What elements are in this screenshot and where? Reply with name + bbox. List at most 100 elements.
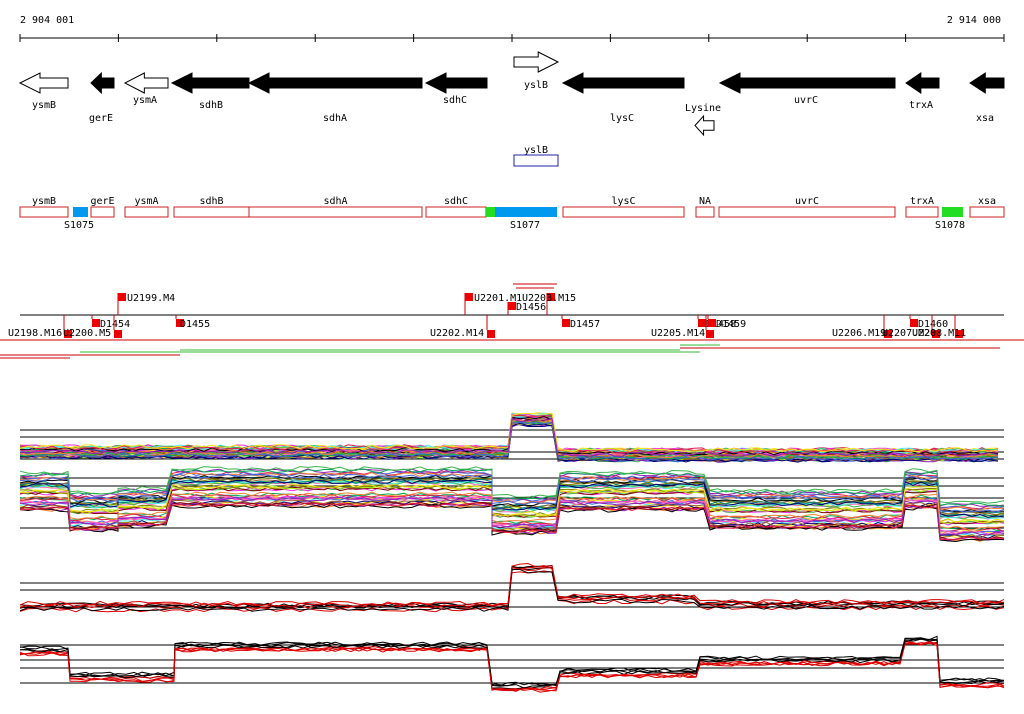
- feature-label: U2201.M1: [474, 293, 522, 304]
- feature-flag: [708, 319, 716, 327]
- feature-flag: [698, 319, 706, 327]
- segment-label: S1078: [935, 220, 965, 231]
- trace: [19, 493, 1005, 533]
- feature-flag: [562, 319, 570, 327]
- gene-arrow: [694, 114, 715, 137]
- trace: [19, 562, 1005, 606]
- transcript-label: sdhC: [444, 196, 468, 207]
- trace: [19, 503, 1005, 543]
- transcript-label: ysmB: [32, 196, 56, 207]
- feature-flag: [118, 293, 126, 301]
- second-box: [513, 154, 559, 167]
- feature-flag: [884, 330, 892, 338]
- transcript-label: sdhA: [323, 196, 347, 207]
- gene-arrow: [969, 72, 1005, 94]
- trace: [19, 478, 1005, 518]
- gene-label: Lysine: [685, 103, 721, 114]
- transcript-box: [905, 206, 939, 218]
- transcript-label: xsa: [978, 196, 996, 207]
- feature-flag: [508, 302, 516, 310]
- gene-label: uvrC: [794, 95, 818, 106]
- second-label: yslB: [524, 145, 548, 156]
- feature-flag: [92, 319, 100, 327]
- segment-fill: [73, 207, 88, 217]
- feature-flag: [932, 330, 940, 338]
- trace: [19, 642, 1004, 693]
- ruler-start: 2 904 001: [20, 15, 74, 26]
- trace: [19, 502, 1005, 541]
- trace: [19, 468, 1005, 507]
- trace: [19, 638, 1005, 687]
- transcript-label: lysC: [611, 196, 635, 207]
- trace: [19, 465, 1005, 504]
- transcript-box: [969, 206, 1005, 218]
- trace: [19, 641, 1005, 692]
- trace: [19, 477, 1005, 516]
- segment-label: S1077: [510, 220, 540, 231]
- feature-label: U2208.M11: [912, 328, 966, 339]
- trace: [19, 637, 1005, 689]
- feature-label: U2200.M5: [63, 328, 111, 339]
- segment-label: S1075: [64, 220, 94, 231]
- ruler-ticks: [19, 34, 1005, 42]
- feature-label: U2198.M16: [8, 328, 62, 339]
- transcript-box: [425, 206, 487, 218]
- segment-fill: [942, 207, 963, 217]
- transcript-label: gerE: [90, 196, 114, 207]
- feature-label: U2202.M14: [430, 328, 484, 339]
- feature-label: D1455: [180, 319, 210, 330]
- transcript-box: [248, 206, 423, 218]
- gene-arrow: [905, 72, 940, 94]
- transcript-box: [173, 206, 250, 218]
- trace: [19, 478, 1005, 518]
- gene-arrow: [18, 72, 69, 94]
- gene-label: sdhC: [443, 95, 467, 106]
- trace: [19, 473, 1005, 513]
- transcript-box: [695, 206, 715, 218]
- gene-arrow: [561, 72, 685, 94]
- feature-label: D1456: [516, 302, 546, 313]
- trace: [19, 491, 1005, 531]
- feature-label: D1458: [706, 319, 736, 330]
- feature-flag: [910, 319, 918, 327]
- trace: [19, 417, 999, 457]
- gene-arrow: [718, 72, 896, 94]
- feature-flag: [465, 293, 473, 301]
- gene-track: ysmB gerE ysmA sdhB sdhA sdhC yslB lysC Lysine uv…: [18, 51, 1005, 137]
- transcript-label: uvrC: [795, 196, 819, 207]
- feature-label: U2205.M14: [651, 328, 705, 339]
- feature-flag: [706, 330, 714, 338]
- feature-label: U2206.M19: [832, 328, 886, 339]
- transcript-box: [124, 206, 169, 218]
- trace: [19, 640, 1005, 691]
- trace: [19, 499, 1005, 539]
- transcript-box: [718, 206, 896, 218]
- gene-label: sdhA: [323, 113, 347, 124]
- transcript-label: sdhB: [199, 196, 223, 207]
- transcript-track: ysmB gerE ysmA sdhB sdhA sdhC lysC NA uvrC trxA xs…: [19, 196, 1005, 231]
- feature-label: D1460: [918, 319, 948, 330]
- trace: [19, 480, 1005, 519]
- feature-label: U2199.M4: [127, 293, 175, 304]
- transcript-label: NA: [699, 196, 711, 207]
- feature-flag: [547, 293, 555, 301]
- feature-label: D1454: [100, 319, 130, 330]
- feature-label: U2203.M15: [522, 293, 576, 304]
- expression-traces: [19, 412, 1005, 693]
- segment-fill: [486, 207, 495, 217]
- gene-label: ysmB: [32, 100, 56, 111]
- transcript-box: [562, 206, 685, 218]
- feature-flag: [487, 330, 495, 338]
- gene-label: sdhB: [199, 100, 223, 111]
- gene-label: ysmA: [133, 95, 157, 106]
- gene-arrow: [513, 51, 560, 73]
- transcript-label: ysmA: [134, 196, 158, 207]
- gene-arrow: [90, 71, 115, 95]
- feature-flag: [64, 330, 72, 338]
- trace: [19, 486, 1005, 525]
- trace: [19, 484, 1005, 523]
- ruler-end: 2 914 000: [947, 15, 1001, 26]
- feature-flag: [114, 330, 122, 338]
